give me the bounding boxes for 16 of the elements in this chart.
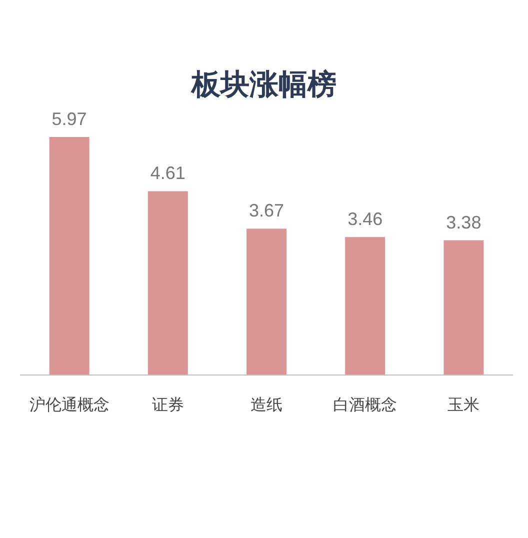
data-label: 5.97 — [52, 109, 87, 129]
bar — [246, 228, 286, 375]
data-label: 3.67 — [248, 200, 284, 221]
data-label: 4.61 — [150, 163, 186, 184]
bar — [49, 137, 90, 375]
x-tick-label: 造纸 — [250, 396, 282, 414]
bar — [345, 237, 386, 375]
x-tick-label: 玉米 — [448, 396, 480, 414]
data-label: 3.38 — [446, 212, 482, 232]
x-tick-label: 证券 — [152, 396, 184, 414]
bar — [444, 240, 484, 375]
chart-title: 板块涨幅榜 — [190, 69, 336, 101]
data-label: 3.46 — [348, 209, 383, 230]
x-tick-label: 沪伦通概念 — [29, 396, 110, 414]
bar — [148, 191, 188, 375]
x-tick-label: 白酒概念 — [333, 396, 398, 414]
